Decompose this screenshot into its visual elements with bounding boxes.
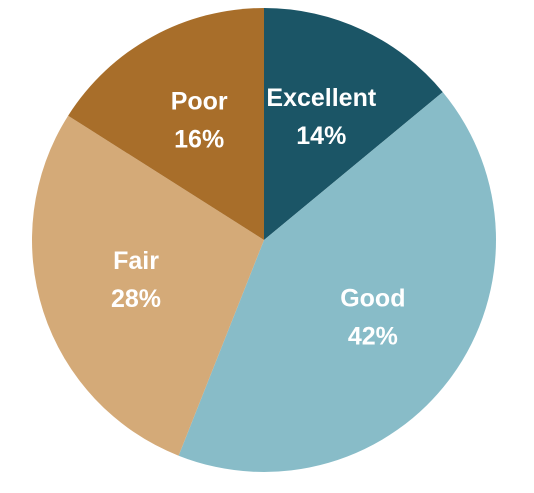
slice-label: Fair	[113, 247, 159, 275]
value-label: 14%	[296, 122, 346, 150]
value-label: 16%	[174, 126, 224, 154]
slice-label: Good	[340, 285, 405, 313]
pie-slice	[264, 8, 443, 240]
slice-label: Excellent	[266, 84, 376, 112]
value-label: 42%	[348, 323, 398, 351]
pie-slice	[178, 92, 497, 472]
slice-label: Poor	[171, 88, 228, 116]
value-label: 28%	[111, 285, 161, 313]
pie-slice	[68, 8, 264, 240]
pie-slice	[31, 115, 265, 456]
